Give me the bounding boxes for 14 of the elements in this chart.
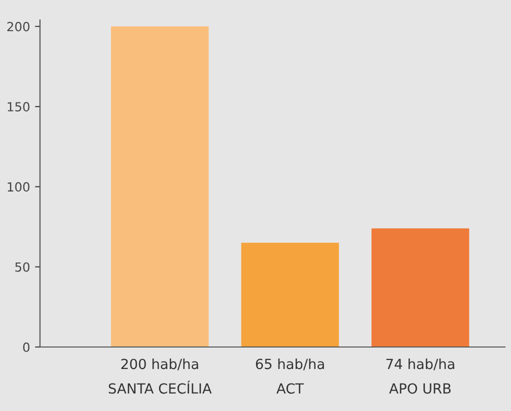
y-tick-label: 50 [15, 262, 30, 272]
y-tick-label: 100 [8, 182, 30, 192]
y-tick-label: 150 [8, 102, 30, 112]
data-label: 200 hab/ha [121, 358, 198, 370]
x-tick-label: APO URB [389, 383, 451, 394]
bar [371, 228, 470, 347]
bar [241, 242, 339, 347]
bar [110, 26, 209, 347]
x-tick-label: ACT [276, 383, 304, 394]
x-tick-label: SANTA CECÍLIA [108, 380, 212, 394]
data-label: 65 hab/ha [256, 358, 324, 370]
y-tick-label: 200 [7, 22, 30, 32]
data-label: 74 hab/ha [386, 358, 454, 370]
y-tick-label: 0 [23, 342, 30, 352]
